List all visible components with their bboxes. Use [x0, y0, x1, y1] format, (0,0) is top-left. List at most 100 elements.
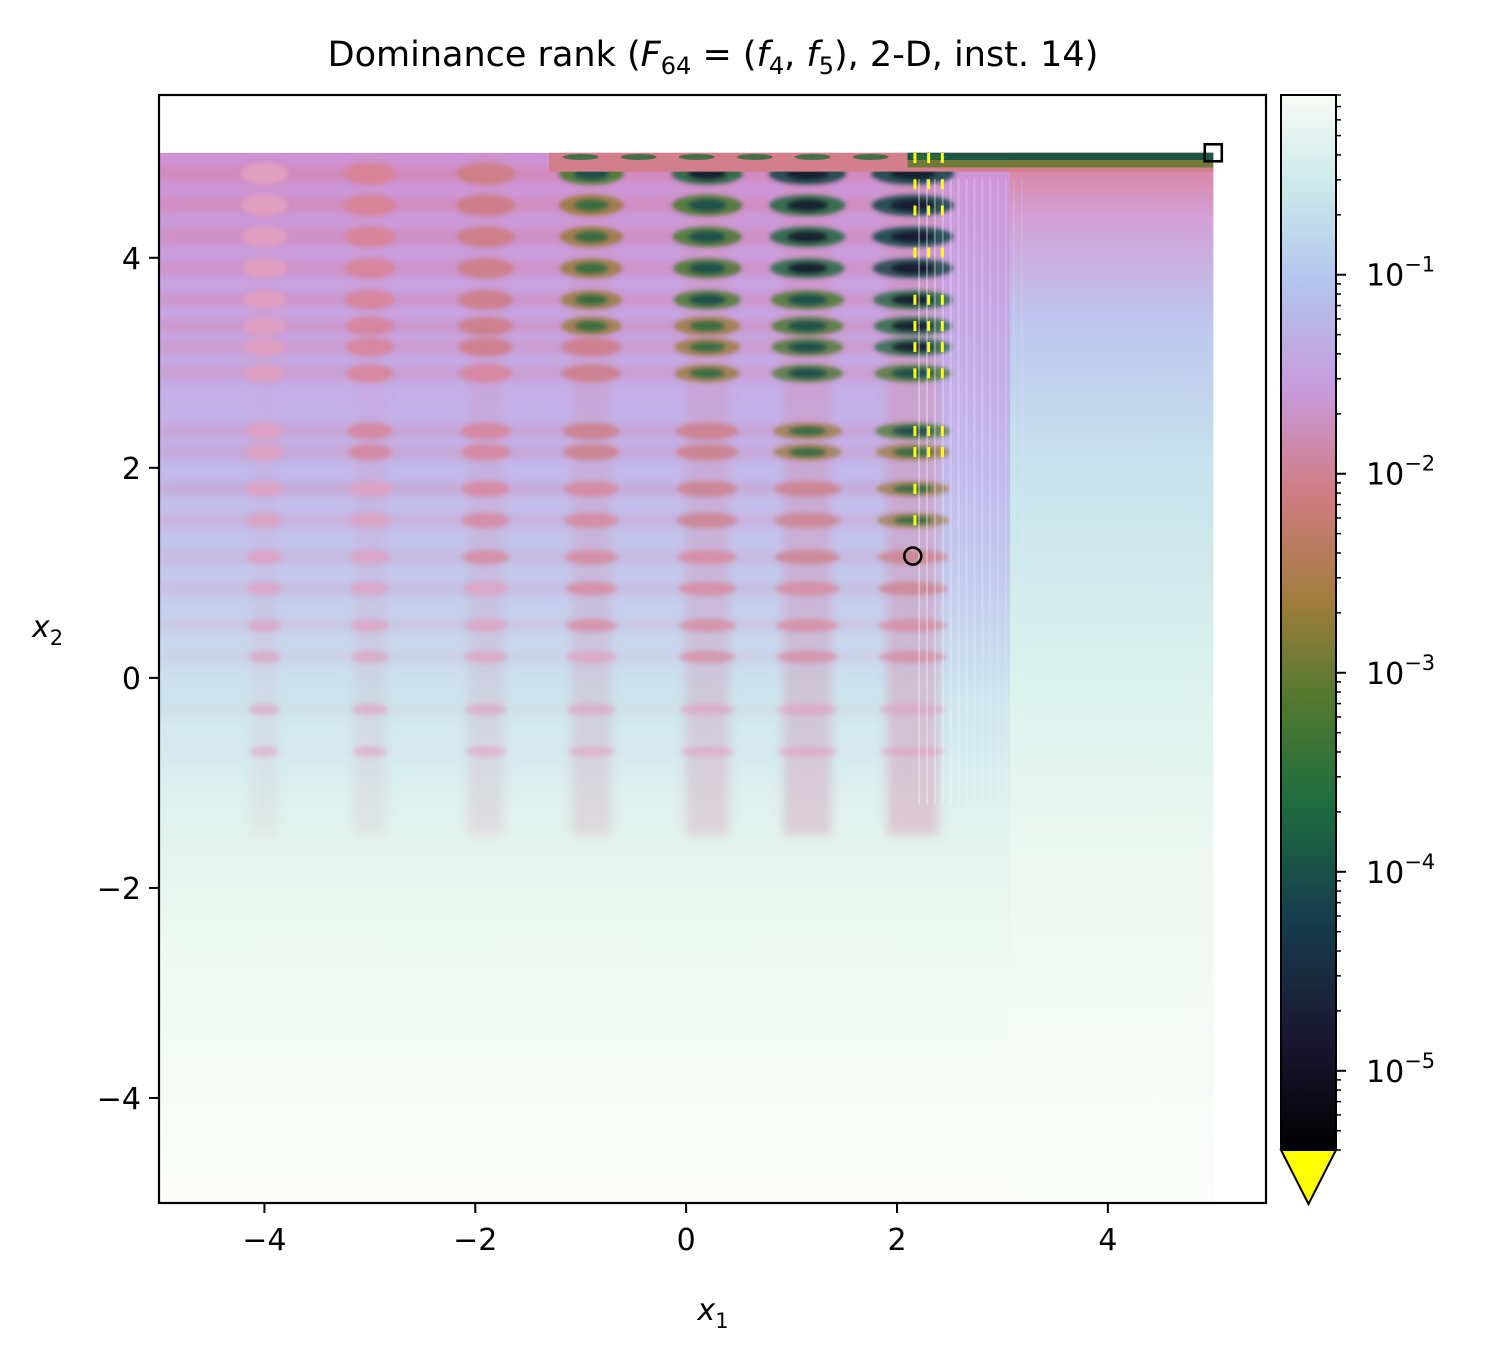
- blob: [565, 618, 617, 632]
- under-range-cell: [927, 368, 931, 379]
- under-range-cell: [940, 153, 944, 164]
- blob-core: [574, 262, 609, 275]
- blob: [249, 703, 280, 715]
- under-range-cell: [913, 294, 917, 305]
- blob: [348, 512, 391, 528]
- square-marker: [1203, 142, 1224, 163]
- blob: [241, 226, 288, 247]
- blob: [776, 618, 839, 632]
- stripe: [933, 179, 936, 804]
- blob-core: [688, 262, 727, 275]
- blob: [245, 443, 284, 461]
- blob: [678, 618, 736, 632]
- blob-core: [890, 262, 935, 275]
- under-range-cell: [940, 294, 944, 305]
- blob: [347, 443, 393, 461]
- blob: [343, 162, 397, 185]
- colorbar-minor-ticks: [1336, 94, 1341, 1151]
- under-range-cell: [913, 368, 917, 379]
- stripe: [949, 179, 952, 804]
- under-range-cell: [927, 321, 931, 332]
- blob: [461, 512, 510, 528]
- blob: [457, 226, 515, 247]
- blob: [775, 581, 840, 596]
- stripe: [1005, 179, 1008, 804]
- blob: [676, 443, 739, 461]
- blob: [459, 364, 513, 383]
- stripe: [965, 179, 968, 804]
- blob: [564, 550, 618, 565]
- blob: [564, 512, 619, 528]
- blob: [464, 703, 507, 715]
- top-row-blob: [620, 153, 657, 160]
- blob: [242, 258, 287, 279]
- blob: [241, 194, 288, 216]
- blob: [561, 337, 622, 357]
- x-tick-label: 2: [887, 1223, 906, 1258]
- blob: [350, 618, 390, 632]
- blob: [567, 703, 616, 715]
- colorbar-tick-label: 10−2: [1366, 452, 1435, 493]
- colorbar-tick-label: 10−5: [1366, 1049, 1435, 1090]
- blob-core: [891, 341, 935, 353]
- colorbar-tick-label: 10−1: [1366, 253, 1435, 294]
- x-tick-label: 4: [1098, 1223, 1117, 1258]
- under-range-cell: [940, 179, 944, 190]
- blob-core: [891, 367, 934, 379]
- blob: [774, 512, 841, 528]
- blob: [773, 481, 841, 497]
- x-tick-label: −4: [242, 1223, 286, 1258]
- blob-core: [688, 294, 726, 306]
- y-tick-label: −2: [97, 872, 141, 907]
- heatmap-top-row: [549, 152, 1214, 172]
- blob: [563, 481, 619, 497]
- blob: [561, 364, 621, 383]
- blob: [460, 422, 512, 440]
- stripe: [989, 179, 992, 804]
- blob: [245, 481, 284, 497]
- blob: [243, 364, 285, 383]
- under-range-cell: [927, 426, 931, 437]
- under-range-cell: [927, 247, 931, 258]
- blob: [344, 226, 396, 247]
- blob: [345, 316, 395, 336]
- under-range-cell: [913, 515, 917, 526]
- blob-core: [787, 320, 828, 332]
- blob-core: [689, 367, 726, 379]
- stripe: [981, 179, 984, 804]
- blob-core: [687, 198, 727, 212]
- top-row-blob: [736, 153, 773, 160]
- blob-core: [574, 320, 608, 332]
- colorbar-gradient: [1281, 95, 1336, 1150]
- blob-core: [786, 230, 829, 243]
- x-axis-ticks: −4 −2 0 2 4: [242, 1203, 1117, 1258]
- stripe: [1012, 179, 1015, 804]
- under-range-cell: [927, 179, 931, 190]
- blob: [462, 550, 510, 565]
- blob-core: [689, 341, 726, 353]
- blob: [457, 258, 514, 279]
- blob: [247, 581, 282, 596]
- under-range-cell: [940, 205, 944, 216]
- y-tick-label: −4: [97, 1082, 141, 1117]
- axes-frame: [157, 93, 1268, 1205]
- blob: [776, 650, 839, 663]
- blob: [774, 550, 840, 565]
- blob: [248, 650, 281, 663]
- blob-core: [788, 426, 827, 437]
- blob: [463, 650, 508, 663]
- y-tick-label: 4: [122, 242, 141, 277]
- top-row-blob: [562, 153, 599, 160]
- blob: [344, 258, 395, 279]
- under-range-cell: [913, 426, 917, 437]
- blob: [676, 481, 738, 497]
- under-range-cell: [940, 247, 944, 258]
- colorbar-tick-label: 10−4: [1366, 850, 1435, 891]
- top-row-blob: [852, 153, 889, 160]
- blob: [565, 581, 618, 596]
- blob: [242, 290, 287, 310]
- top-row-blob: [794, 153, 831, 160]
- markers: [903, 142, 1224, 566]
- blob-core: [787, 294, 828, 306]
- blob: [243, 316, 286, 336]
